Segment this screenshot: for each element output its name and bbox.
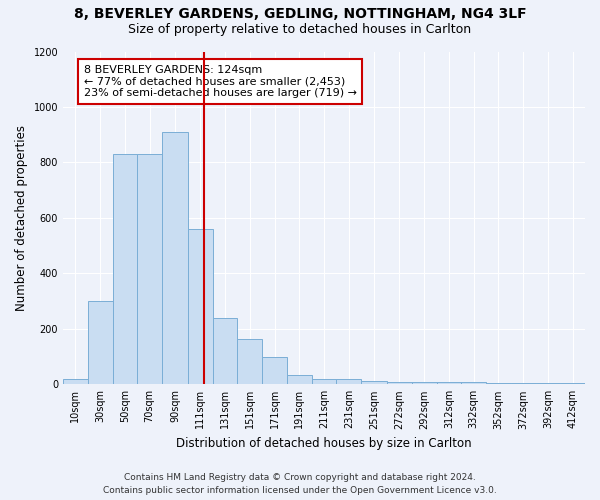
Bar: [461, 382, 486, 384]
Bar: [188, 229, 213, 384]
Bar: [486, 383, 511, 384]
Bar: [560, 383, 585, 384]
X-axis label: Distribution of detached houses by size in Carlton: Distribution of detached houses by size …: [176, 437, 472, 450]
Bar: [63, 379, 88, 384]
Bar: [387, 382, 412, 384]
Bar: [337, 379, 361, 384]
Bar: [361, 380, 387, 384]
Bar: [311, 379, 337, 384]
Bar: [262, 356, 287, 384]
Text: 8 BEVERLEY GARDENS: 124sqm
← 77% of detached houses are smaller (2,453)
23% of s: 8 BEVERLEY GARDENS: 124sqm ← 77% of deta…: [84, 65, 357, 98]
Bar: [238, 338, 262, 384]
Bar: [213, 318, 238, 384]
Bar: [412, 382, 437, 384]
Bar: [88, 301, 113, 384]
Bar: [113, 154, 137, 384]
Text: Size of property relative to detached houses in Carlton: Size of property relative to detached ho…: [128, 22, 472, 36]
Bar: [137, 154, 162, 384]
Text: Contains HM Land Registry data © Crown copyright and database right 2024.
Contai: Contains HM Land Registry data © Crown c…: [103, 474, 497, 495]
Bar: [437, 382, 461, 384]
Bar: [511, 383, 536, 384]
Text: 8, BEVERLEY GARDENS, GEDLING, NOTTINGHAM, NG4 3LF: 8, BEVERLEY GARDENS, GEDLING, NOTTINGHAM…: [74, 8, 526, 22]
Bar: [287, 374, 311, 384]
Y-axis label: Number of detached properties: Number of detached properties: [15, 125, 28, 311]
Bar: [536, 383, 560, 384]
Bar: [162, 132, 188, 384]
